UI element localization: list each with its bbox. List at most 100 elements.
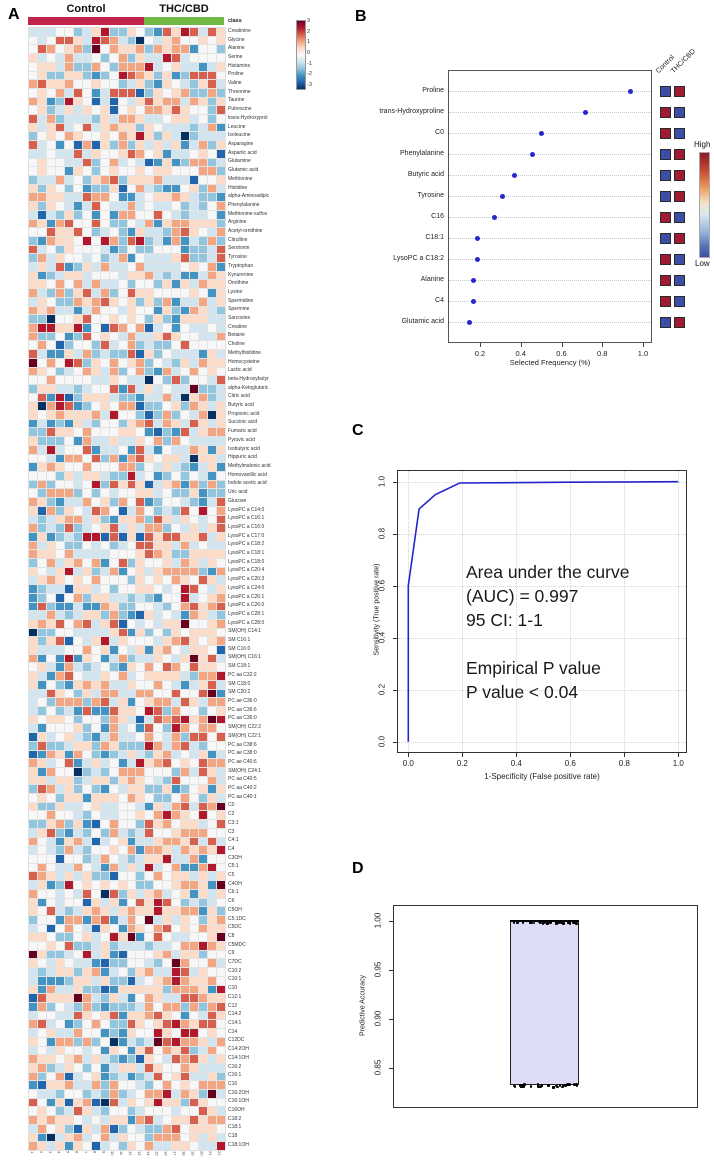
heatmap-cell: [109, 167, 118, 175]
heatmap-cell: [73, 646, 82, 654]
heatmap-cell: [145, 715, 154, 724]
heatmap-cell: [136, 167, 145, 175]
dotplot-square-control: [660, 316, 671, 328]
heatmap-cell: [118, 210, 127, 219]
heatmap-cell: [64, 332, 73, 341]
heatmap-cell: [29, 1055, 37, 1063]
heatmap-cell: [136, 1003, 145, 1011]
heatmap-cell: [154, 54, 163, 62]
roc-y-tick-label: 0.8: [377, 527, 387, 539]
heatmap-cell: [136, 811, 145, 820]
heatmap-cell: [136, 628, 145, 637]
heatmap-cell: [82, 158, 91, 167]
heatmap-cell: [127, 376, 136, 384]
heatmap-cell: [217, 1142, 225, 1150]
heatmap-cell: [199, 680, 208, 689]
heatmap-cell: [29, 802, 37, 811]
heatmap-cell: [127, 1116, 136, 1124]
heatmap-cell: [64, 97, 73, 106]
heatmap-cell: [55, 158, 64, 167]
heatmap-cell: [91, 88, 100, 97]
heatmap-cell: [172, 785, 181, 794]
heatmap-cell: [136, 1011, 145, 1020]
heatmap-cell: [127, 419, 136, 428]
dotplot-square-thccbd: [674, 190, 685, 202]
heatmap-cell: [37, 376, 46, 384]
heatmap-cell: [109, 585, 118, 593]
heatmap-cell: [64, 602, 73, 611]
heatmap-cell: [100, 158, 109, 167]
heatmap-cell: [64, 855, 73, 863]
heatmap-cell: [55, 62, 64, 71]
heatmap-cell: [82, 428, 91, 437]
heatmap-cell: [199, 289, 208, 297]
heatmap-cell: [46, 149, 55, 158]
heatmap-class-row-label: class: [228, 18, 242, 24]
heatmap-cell: [91, 123, 100, 132]
heatmap-cell: [181, 36, 190, 45]
heatmap-cell: [154, 367, 163, 376]
heatmap-cell: [91, 619, 100, 628]
heatmap-cell: [82, 332, 91, 341]
heatmap-cell: [217, 933, 225, 942]
heatmap-cell: [145, 802, 154, 811]
heatmap-cell: [208, 306, 217, 315]
heatmap-cell: [190, 1037, 199, 1046]
heatmap-cell: [100, 646, 109, 654]
heatmap-cell: [154, 445, 163, 454]
heatmap-cell: [136, 402, 145, 411]
heatmap-cell: [172, 54, 181, 62]
heatmap-row-label: Spermidine: [228, 297, 254, 304]
heatmap-cell: [29, 828, 37, 837]
heatmap-cell: [136, 132, 145, 141]
heatmap-cell: [190, 54, 199, 62]
dotplot-gridline: [449, 91, 651, 92]
heatmap-cell: [145, 524, 154, 532]
heatmap-cell: [46, 680, 55, 689]
heatmap-cell: [109, 698, 118, 707]
heatmap-cell: [208, 489, 217, 498]
heatmap-cell: [145, 271, 154, 280]
heatmap-cell: [172, 193, 181, 202]
heatmap-cell: [109, 846, 118, 854]
heatmap-cell: [73, 811, 82, 820]
heatmap-cell: [136, 463, 145, 471]
heatmap-cell: [64, 637, 73, 646]
heatmap-cell: [163, 498, 172, 506]
heatmap-cell: [208, 872, 217, 881]
heatmap-cell: [37, 489, 46, 498]
heatmap-cell: [163, 106, 172, 115]
heatmap-cell: [82, 367, 91, 376]
boxplot-outlier-point: [554, 920, 558, 924]
heatmap-cell: [199, 741, 208, 750]
heatmap-cell: [181, 767, 190, 776]
heatmap-cell: [217, 123, 225, 132]
heatmap-cell: [163, 750, 172, 759]
heatmap-cell: [172, 1081, 181, 1090]
heatmap-cell: [46, 524, 55, 532]
heatmap-cell: [181, 219, 190, 228]
heatmap-cell: [100, 402, 109, 411]
heatmap-cell: [29, 210, 37, 219]
heatmap-cell: [82, 593, 91, 602]
heatmap-row-label: C10:2: [228, 967, 242, 974]
heatmap-cell: [217, 175, 225, 184]
heatmap-cell: [91, 811, 100, 820]
heatmap-cell: [154, 680, 163, 689]
panel-d-letter: D: [352, 860, 364, 877]
dotplot-square-control: [660, 148, 671, 160]
heatmap-cell: [172, 132, 181, 141]
heatmap-cell: [217, 1029, 225, 1037]
heatmap-cell: [118, 811, 127, 820]
heatmap-cell: [73, 907, 82, 915]
heatmap-cell: [118, 1107, 127, 1116]
heatmap-row-label: Citric acid: [228, 393, 250, 400]
heatmap-cell: [73, 602, 82, 611]
heatmap-cell: [208, 559, 217, 567]
heatmap-cell: [172, 959, 181, 968]
heatmap-cell: [73, 619, 82, 628]
heatmap-cell: [208, 402, 217, 411]
heatmap-cell: [37, 1072, 46, 1081]
heatmap-cell: [154, 1090, 163, 1098]
heatmap-cell: [37, 846, 46, 854]
